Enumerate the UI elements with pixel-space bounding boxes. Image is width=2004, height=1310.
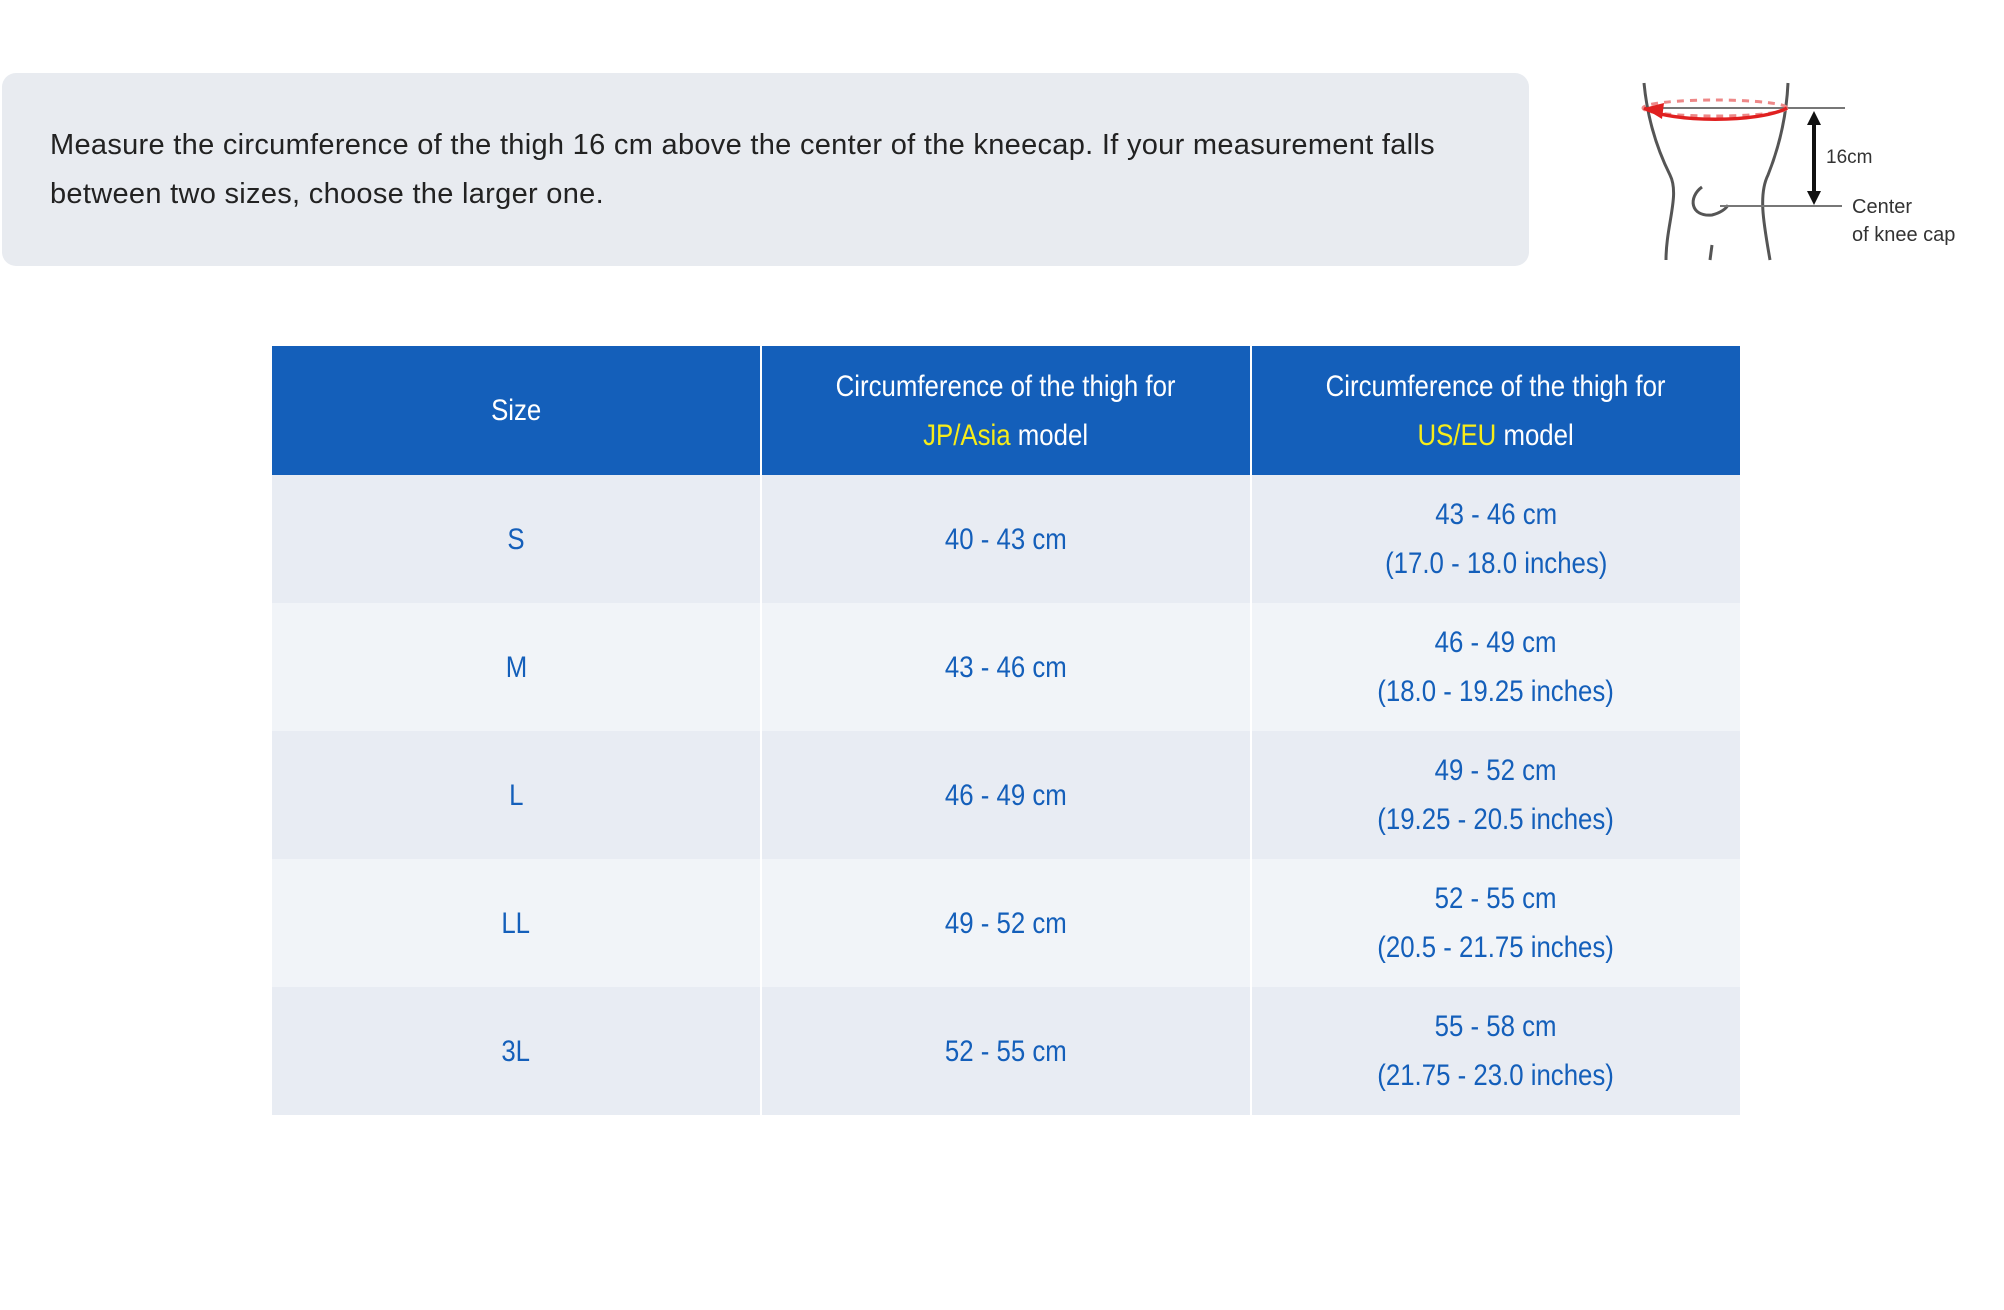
kneecap-icon <box>1691 185 1730 217</box>
measure-arrow-icon <box>1643 106 1788 121</box>
jp-cell: 49 - 52 cm <box>761 859 1252 987</box>
size-table: Size Circumference of the thigh for JP/As… <box>272 346 1740 1115</box>
instruction-box: Measure the circumference of the thigh 1… <box>2 73 1529 266</box>
us-cell: 43 - 46 cm (17.0 - 18.0 inches) <box>1250 475 1740 603</box>
header-jp: Circumference of the thigh for JP/Asia mo… <box>761 346 1252 475</box>
jp-cell: 52 - 55 cm <box>761 987 1252 1115</box>
table-header-row: Size Circumference of the thigh for JP/As… <box>272 346 1740 475</box>
knee-measurement-diagram: 16cm Center of knee cap <box>1641 82 1955 261</box>
table-row: 3L 52 - 55 cm 55 - 58 cm (21.75 - 23.0 inch… <box>272 987 1740 1115</box>
jp-cell: 40 - 43 cm <box>761 475 1252 603</box>
size-cell: LL <box>272 859 763 987</box>
jp-cell: 43 - 46 cm <box>761 603 1252 731</box>
table-row: LL 49 - 52 cm 52 - 55 cm (20.5 - 21.75 inch… <box>272 859 1740 987</box>
header-size: Size <box>272 346 763 475</box>
header-us: Circumference of the thigh for US/EU mode… <box>1250 346 1740 475</box>
leg-outline-right <box>1761 82 1790 261</box>
us-cell: 46 - 49 cm (18.0 - 19.25 inches) <box>1250 603 1740 731</box>
size-cell: L <box>272 731 763 859</box>
table-row: M 43 - 46 cm 46 - 49 cm (18.0 - 19.25 inche… <box>272 603 1740 731</box>
table-row: L 46 - 49 cm 49 - 52 cm (19.25 - 20.5 inche… <box>272 731 1740 859</box>
leg-outline-left <box>1642 82 1676 261</box>
size-cell: M <box>272 603 763 731</box>
center-label-2: of knee cap <box>1852 224 1955 246</box>
center-label: Center <box>1852 196 1912 218</box>
size-cell: S <box>272 475 763 603</box>
table-row: S 40 - 43 cm 43 - 46 cm (17.0 - 18.0 inches… <box>272 475 1740 603</box>
us-cell: 52 - 55 cm (20.5 - 21.75 inches) <box>1250 859 1740 987</box>
distance-label: 16cm <box>1826 147 1872 168</box>
instruction-text: Measure the circumference of the thigh 1… <box>50 129 1435 210</box>
us-cell: 55 - 58 cm (21.75 - 23.0 inches) <box>1250 987 1740 1115</box>
us-cell: 49 - 52 cm (19.25 - 20.5 inches) <box>1250 731 1740 859</box>
size-cell: 3L <box>272 987 763 1115</box>
jp-cell: 46 - 49 cm <box>761 731 1252 859</box>
